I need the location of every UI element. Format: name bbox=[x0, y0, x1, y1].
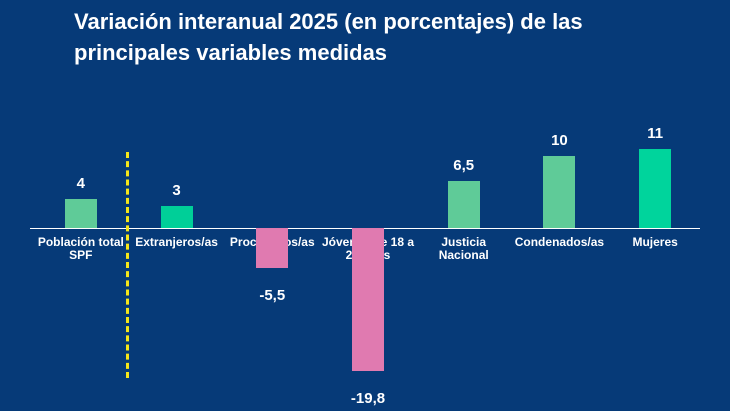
bar bbox=[64, 199, 97, 228]
chart-title: Variación interanual 2025 (en porcentaje… bbox=[74, 9, 583, 65]
x-tick-label: Mujeres bbox=[632, 235, 678, 249]
bar bbox=[160, 206, 193, 228]
value-label: -5,5 bbox=[259, 286, 286, 304]
bar bbox=[352, 228, 384, 371]
x-tick-label: Justicia Nacional bbox=[438, 235, 489, 262]
value-label: 11 bbox=[647, 124, 664, 142]
bar bbox=[543, 156, 576, 228]
bar bbox=[447, 181, 480, 228]
value-label: 3 bbox=[172, 182, 181, 200]
x-tick-label: Extranjeros/as bbox=[135, 235, 218, 249]
value-label: 10 bbox=[551, 132, 568, 149]
separator bbox=[126, 152, 129, 378]
bar bbox=[256, 228, 289, 268]
x-tick-label: Población total SPF bbox=[37, 235, 124, 262]
value-label: -19,8 bbox=[350, 389, 386, 407]
x-tick-label: Condenados/as bbox=[514, 235, 605, 249]
value-label: 6,5 bbox=[453, 157, 475, 175]
bar bbox=[639, 148, 672, 228]
value-label: 4 bbox=[76, 175, 86, 193]
